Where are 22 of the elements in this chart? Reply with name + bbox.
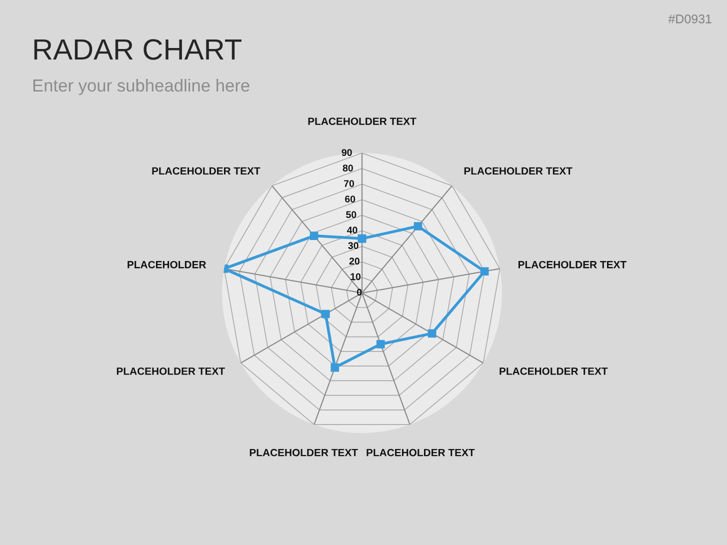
spoke-label: PLACEHOLDER TEXT: [152, 167, 260, 175]
y-tick-label: 20: [349, 258, 360, 265]
chart-title: RADAR CHART: [34, 39, 242, 60]
spoke-label: PLACEHOLDER TEXT: [308, 118, 416, 126]
y-tick-label: 0: [356, 288, 362, 296]
y-tick-label: 30: [348, 242, 358, 250]
chart-subtitle: Enter your subheadline here: [33, 78, 250, 96]
y-tick-label: 40: [347, 226, 358, 234]
y-tick-label: 60: [345, 196, 356, 203]
spoke-label: PLACEHOLDER TEXT: [366, 448, 475, 456]
spoke-label: PLACEHOLDER TEXT: [250, 448, 358, 456]
text: #D0931: [668, 14, 712, 24]
spoke-label: PLACEHOLDER: [128, 260, 206, 268]
spoke-label: PLACEHOLDER TEXT: [116, 368, 225, 375]
spoke-label: PLACEHOLDER TEXT: [518, 260, 626, 268]
y-tick-label: 10: [350, 273, 361, 280]
y-tick-label: 80: [342, 164, 353, 172]
spoke-label: PLACEHOLDER TEXT: [500, 368, 608, 375]
y-tick-label: 50: [346, 211, 356, 218]
y-tick-label: 70: [344, 180, 354, 187]
spoke-label: PLACEHOLDER TEXT: [464, 167, 572, 175]
y-tick-label: 90: [342, 149, 352, 156]
